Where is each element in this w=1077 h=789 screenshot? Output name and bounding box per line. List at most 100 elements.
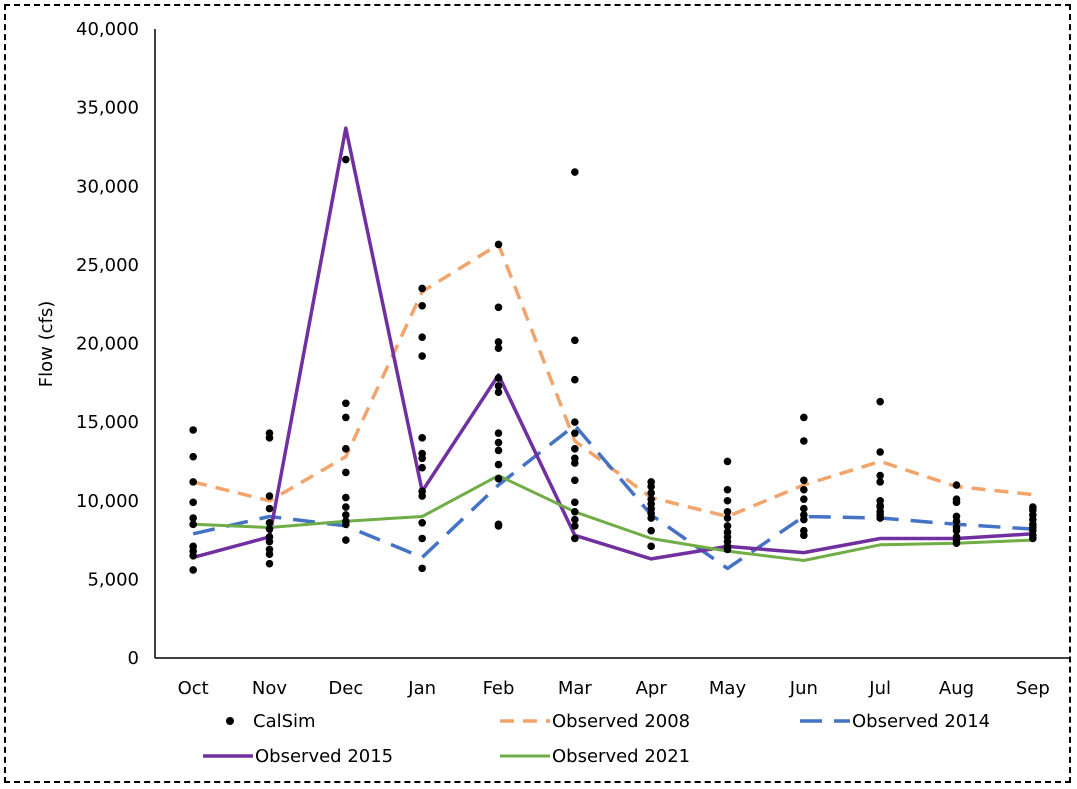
calsim-point: [647, 526, 655, 535]
calsim-point: [723, 485, 732, 494]
calsim-point: [952, 498, 961, 507]
calsim-point: [418, 454, 426, 463]
calsim-point: [418, 463, 426, 472]
x-tick-label: Apr: [636, 678, 668, 699]
series-lines: [192, 126, 1033, 571]
calsim-point: [571, 515, 579, 524]
calsim-point: [189, 514, 197, 522]
calsim-point: [418, 518, 426, 527]
calsim-point: [418, 352, 426, 360]
calsim-point: [723, 507, 732, 516]
calsim-point: [418, 301, 426, 310]
calsim-point: [342, 413, 350, 422]
y-tick-label: 20,000: [76, 334, 139, 355]
calsim-point: [494, 382, 503, 390]
series-line-observed-2015: [192, 126, 1033, 561]
y-tick-label: 15,000: [76, 412, 139, 433]
y-tick-label: 10,000: [76, 491, 139, 512]
calsim-point: [723, 457, 732, 466]
y-tick-labels: 0 5,000 10,000 15,000 20,000 25,000 30,000 35,0…: [76, 19, 139, 669]
calsim-point: [494, 438, 503, 447]
calsim-point: [494, 446, 503, 455]
calsim-point: [1029, 534, 1037, 543]
calsim-point: [494, 240, 503, 249]
calsim-point: [571, 168, 579, 176]
calsim-point: [418, 492, 426, 500]
x-tick-label: Feb: [483, 678, 515, 699]
calsim-point: [647, 482, 655, 491]
calsim-point: [571, 375, 579, 384]
calsim-point: [571, 418, 579, 426]
x-tick-label: Aug: [939, 678, 974, 699]
calsim-point: [265, 434, 274, 442]
calsim-point: [494, 460, 503, 469]
calsim-point: [494, 522, 503, 530]
legend-label: Observed 2008: [552, 711, 690, 732]
calsim-point: [494, 429, 503, 437]
x-tick-label: Jun: [789, 678, 818, 699]
x-tick-label: Jan: [407, 678, 436, 699]
calsim-point: [342, 520, 350, 529]
calsim-point: [342, 445, 350, 453]
legend-label: Observed 2015: [255, 746, 393, 767]
calsim-point: [800, 504, 808, 513]
calsim-point: [265, 559, 274, 568]
calsim-point: [952, 517, 961, 525]
calsim-point: [265, 537, 274, 546]
calsim-points: [189, 155, 1037, 574]
calsim-point: [265, 518, 274, 527]
legend-label: CalSim: [253, 711, 316, 732]
calsim-point: [800, 413, 808, 422]
calsim-point: [952, 526, 961, 535]
x-tick-labels: Oct Nov Dec Jan Feb Mar Apr May Jun Jul Aug Sep: [178, 678, 1050, 699]
calsim-point: [800, 531, 808, 540]
y-tick-label: 40,000: [76, 19, 139, 40]
calsim-point: [189, 452, 197, 461]
calsim-point: [189, 520, 197, 529]
calsim-point: [494, 474, 503, 483]
calsim-point: [723, 545, 732, 554]
calsim-point: [800, 515, 808, 524]
calsim-point: [418, 434, 426, 442]
calsim-point: [876, 514, 884, 522]
calsim-point: [189, 426, 197, 434]
calsim-point: [876, 471, 884, 480]
calsim-point: [265, 525, 274, 533]
axes: [154, 29, 1071, 659]
y-tick-label: 0: [128, 648, 139, 669]
x-tick-label: Dec: [328, 678, 363, 699]
calsim-point: [189, 551, 197, 560]
calsim-point: [876, 478, 884, 486]
x-tick-label: Sep: [1016, 678, 1050, 699]
calsim-point: [494, 388, 503, 397]
x-tick-label: Oct: [178, 678, 209, 699]
series-line-observed-2008: [192, 242, 1033, 519]
calsim-point: [800, 476, 808, 485]
calsim-point: [418, 333, 426, 342]
calsim-point: [189, 478, 197, 486]
calsim-point: [876, 397, 884, 406]
y-tick-label: 35,000: [76, 98, 139, 119]
calsim-point: [342, 155, 350, 164]
calsim-point: [571, 459, 579, 467]
calsim-point: [571, 498, 579, 507]
calsim-point: [342, 511, 350, 519]
calsim-point: [342, 503, 350, 511]
calsim-point: [418, 284, 426, 293]
calsim-point: [494, 338, 503, 346]
calsim-point: [571, 445, 579, 453]
calsim-point: [342, 399, 350, 408]
calsim-point: [494, 303, 503, 312]
legend-label: Observed 2014: [852, 711, 990, 732]
y-tick-label: 25,000: [76, 255, 139, 276]
y-tick-label: 30,000: [76, 176, 139, 197]
calsim-point: [342, 468, 350, 477]
calsim-point: [800, 485, 808, 494]
x-tick-label: Mar: [558, 678, 593, 699]
calsim-point: [647, 514, 655, 522]
calsim-point: [800, 437, 808, 445]
calsim-point: [571, 534, 579, 543]
calsim-point: [723, 514, 732, 522]
calsim-point: [265, 492, 274, 500]
